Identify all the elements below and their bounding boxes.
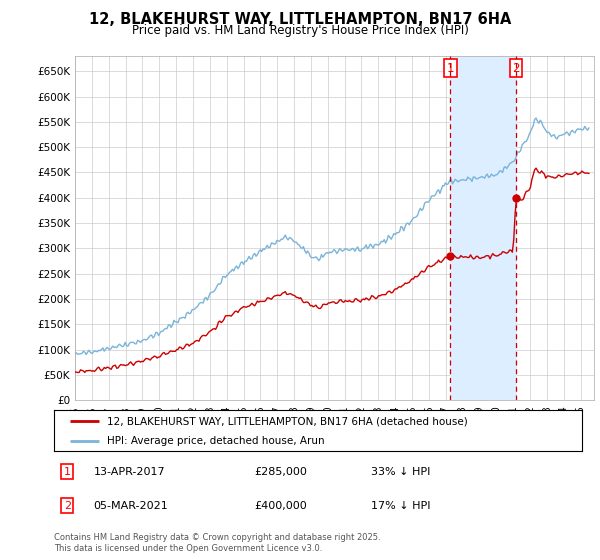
Text: 05-MAR-2021: 05-MAR-2021	[94, 501, 169, 511]
Text: 1: 1	[64, 466, 71, 477]
Text: 2: 2	[64, 501, 71, 511]
Text: £400,000: £400,000	[254, 501, 307, 511]
Text: 12, BLAKEHURST WAY, LITTLEHAMPTON, BN17 6HA: 12, BLAKEHURST WAY, LITTLEHAMPTON, BN17 …	[89, 12, 511, 27]
Text: 12, BLAKEHURST WAY, LITTLEHAMPTON, BN17 6HA (detached house): 12, BLAKEHURST WAY, LITTLEHAMPTON, BN17 …	[107, 417, 467, 426]
Bar	[451, 56, 516, 400]
Text: Contains HM Land Registry data © Crown copyright and database right 2025.
This d: Contains HM Land Registry data © Crown c…	[54, 533, 380, 553]
Text: 33% ↓ HPI: 33% ↓ HPI	[371, 466, 430, 477]
Text: 17% ↓ HPI: 17% ↓ HPI	[371, 501, 430, 511]
Text: £285,000: £285,000	[254, 466, 308, 477]
Text: HPI: Average price, detached house, Arun: HPI: Average price, detached house, Arun	[107, 436, 325, 446]
Text: Price paid vs. HM Land Registry's House Price Index (HPI): Price paid vs. HM Land Registry's House …	[131, 24, 469, 36]
Text: 1: 1	[446, 62, 454, 74]
Text: 13-APR-2017: 13-APR-2017	[94, 466, 165, 477]
Text: 2: 2	[512, 62, 520, 74]
